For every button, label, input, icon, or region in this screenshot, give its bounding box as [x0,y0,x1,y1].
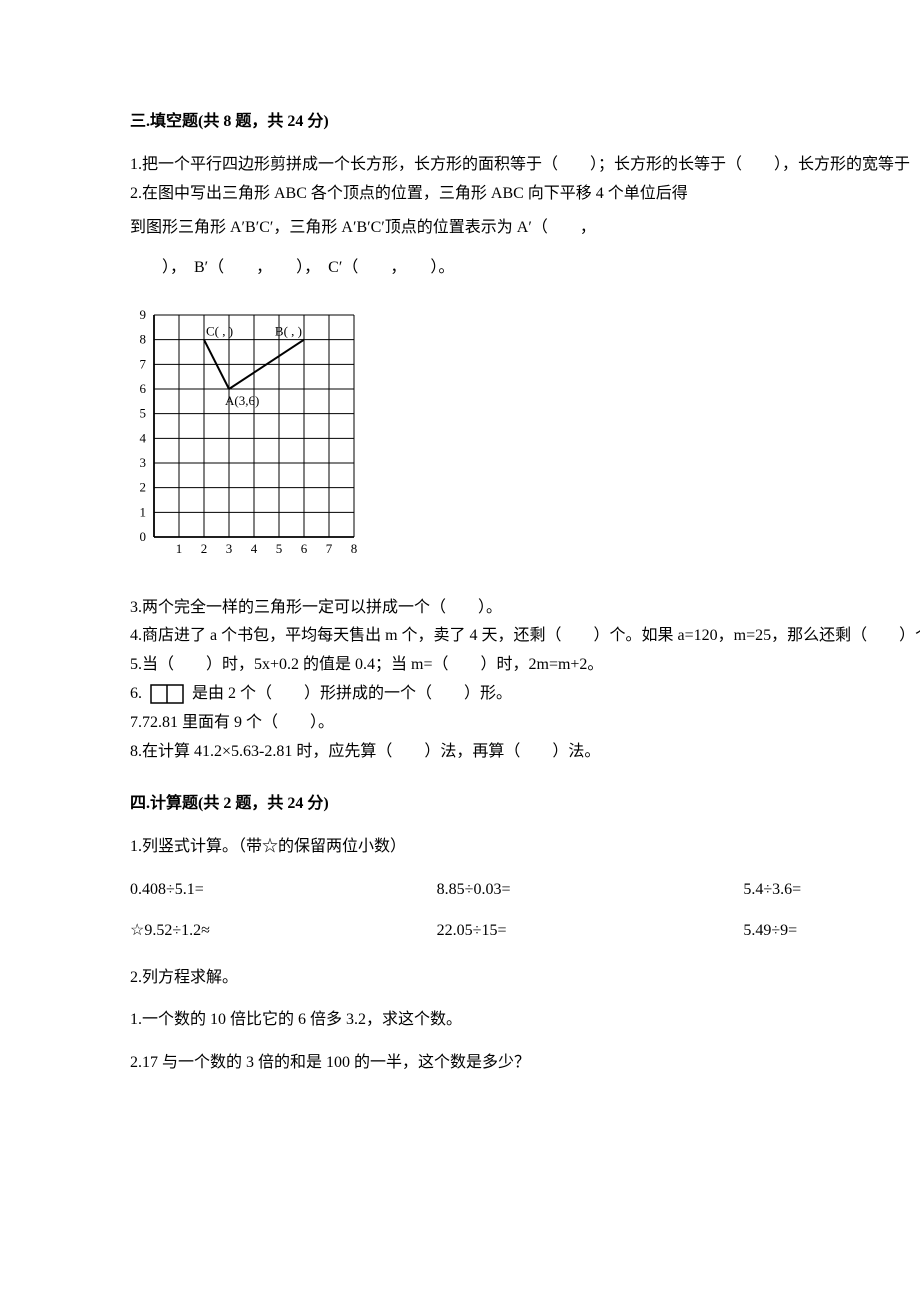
calc-row: 0.408÷5.1=8.85÷0.03=5.4÷3.6= [130,870,920,911]
s3-q7: 7.72.81 里面有 9 个（ ）。 [130,711,920,736]
s3-q2-line2: 到图形三角形 A′B′C′，三角形 A′B′C′顶点的位置表示为 A′（ ， [130,210,920,245]
svg-text:2: 2 [201,541,208,556]
svg-text:3: 3 [226,541,233,556]
s3-q8: 8.在计算 41.2×5.63-2.81 时，应先算（ ）法，再算（ ）法。 [130,740,920,765]
svg-text:6: 6 [301,541,308,556]
svg-text:B( , ): B( , ) [275,323,302,338]
svg-text:A(3,6): A(3,6) [225,393,259,408]
section-4-heading: 四.计算题(共 2 题，共 24 分) [130,792,920,817]
svg-text:3: 3 [140,455,147,470]
calc-table: 0.408÷5.1=8.85÷0.03=5.4÷3.6=☆9.52÷1.2≈22… [130,870,920,952]
svg-text:6: 6 [140,381,147,396]
section-3-heading: 三.填空题(共 8 题，共 24 分) [130,110,920,135]
calc-cell: 5.49÷9= [743,911,920,952]
s3-q2-line3: ）， B′（ ， ）， C′（ ， ）。 [130,250,920,285]
svg-text:1: 1 [176,541,183,556]
svg-text:5: 5 [276,541,283,556]
grid-svg: 1 2 3 4 5 6 7 8 0 1 2 3 4 5 6 7 8 9 A(3,6) B( , ) C( , ) [130,309,360,559]
svg-text:8: 8 [351,541,358,556]
s3-q2-line1: 2.在图中写出三角形 ABC 各个顶点的位置，三角形 ABC 向下平移 4 个单… [130,182,920,207]
svg-text:2: 2 [140,479,147,494]
s3-q3: 3.两个完全一样的三角形一定可以拼成一个（ ）。 [130,596,920,621]
svg-text:C( , ): C( , ) [206,323,233,338]
svg-text:8: 8 [140,331,147,346]
calc-cell: 8.85÷0.03= [437,870,744,911]
triangle-grid-chart: 1 2 3 4 5 6 7 8 0 1 2 3 4 5 6 7 8 9 A(3,6) B( , ) C( , ) [130,309,920,568]
svg-text:4: 4 [140,430,147,445]
calc-cell: 22.05÷15= [437,911,744,952]
s4-q2-1: 1.一个数的 10 倍比它的 6 倍多 3.2，求这个数。 [130,1008,920,1033]
calc-cell: ☆9.52÷1.2≈ [130,911,437,952]
two-squares-icon [150,684,184,704]
svg-text:4: 4 [251,541,258,556]
s4-q2-title: 2.列方程求解。 [130,966,920,991]
calc-cell: 5.4÷3.6= [743,870,920,911]
s3-q6-post: 是由 2 个（ ）形拼成的一个（ ）形。 [192,685,512,702]
s3-q6-pre: 6. [130,685,142,702]
calc-row: ☆9.52÷1.2≈22.05÷15=5.49÷9= [130,911,920,952]
s3-q5: 5.当（ ）时，5x+0.2 的值是 0.4；当 m=（ ）时，2m=m+2。 [130,653,920,678]
svg-text:0: 0 [140,529,147,544]
s4-q2-2: 2.17 与一个数的 3 倍的和是 100 的一半，这个数是多少？ [130,1051,920,1076]
calc-cell: 0.408÷5.1= [130,870,437,911]
s3-q4: 4.商店进了 a 个书包，平均每天售出 m 个，卖了 4 天，还剩（ ）个。如果… [130,624,920,649]
s4-q1-title: 1.列竖式计算。（带☆的保留两位小数） [130,835,920,860]
svg-text:1: 1 [140,504,147,519]
svg-text:5: 5 [140,405,147,420]
s3-q6: 6. 是由 2 个（ ）形拼成的一个（ ）形。 [130,682,920,707]
svg-text:7: 7 [326,541,333,556]
svg-text:7: 7 [140,356,147,371]
svg-text:9: 9 [140,309,147,322]
s3-q1: 1.把一个平行四边形剪拼成一个长方形，长方形的面积等于（ ）；长方形的长等于（ … [130,153,920,178]
